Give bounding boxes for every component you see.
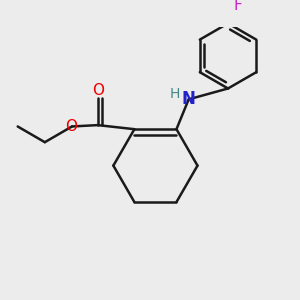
Text: F: F	[234, 0, 243, 13]
Text: O: O	[65, 119, 77, 134]
Text: H: H	[169, 87, 180, 101]
Text: N: N	[182, 90, 196, 108]
Text: O: O	[92, 83, 104, 98]
